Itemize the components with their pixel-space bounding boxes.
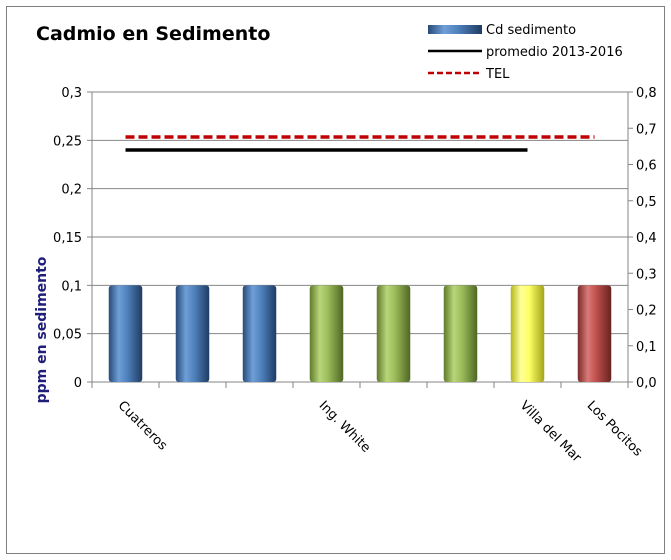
y-tick-label: 0	[74, 376, 82, 391]
y-tick-label: 0,2	[61, 183, 82, 198]
y2-tick-label: 0,3	[636, 267, 657, 282]
legend: Cd sedimento promedio 2013-2016 TEL	[428, 23, 623, 82]
legend-label-cd-sedimento: Cd sedimento	[486, 23, 576, 38]
y-tick-label: 0,05	[53, 328, 82, 343]
y2-tick-label: 0,8	[636, 86, 657, 101]
y-tick-label: 0,3	[61, 86, 82, 101]
chart-border	[6, 6, 665, 554]
y-axis-label: ppm en sedimento	[34, 256, 50, 403]
bar-villa-del-mar	[510, 285, 545, 382]
y2-tick-label: 0,2	[636, 304, 657, 319]
y-tick-label: 0,15	[53, 231, 82, 246]
y2-tick-label: 0,5	[636, 195, 657, 210]
y2-tick-label: 0,4	[636, 231, 657, 246]
legend-label-promedio: promedio 2013-2016	[486, 45, 623, 60]
bar-cuatreros	[108, 285, 143, 382]
y2-tick-label: 0,0	[636, 376, 657, 391]
y2-tick-label: 0,7	[636, 122, 657, 137]
y2-tick-label: 0,1	[636, 340, 657, 355]
bar-station-2	[175, 285, 210, 382]
y-tick-label: 0,1	[61, 279, 82, 294]
legend-swatch-cd-sedimento	[428, 25, 482, 34]
legend-label-tel: TEL	[485, 67, 510, 82]
y-tick-label: 0,25	[53, 134, 82, 149]
bar-los-pocitos	[577, 285, 612, 382]
chart-title: Cadmio en Sedimento	[36, 23, 270, 45]
y2-tick-label: 0,6	[636, 159, 657, 174]
bar-station-3	[242, 285, 277, 382]
bar-ing-white	[309, 285, 344, 382]
bar-station-6	[443, 285, 478, 382]
bar-station-5	[376, 285, 411, 382]
